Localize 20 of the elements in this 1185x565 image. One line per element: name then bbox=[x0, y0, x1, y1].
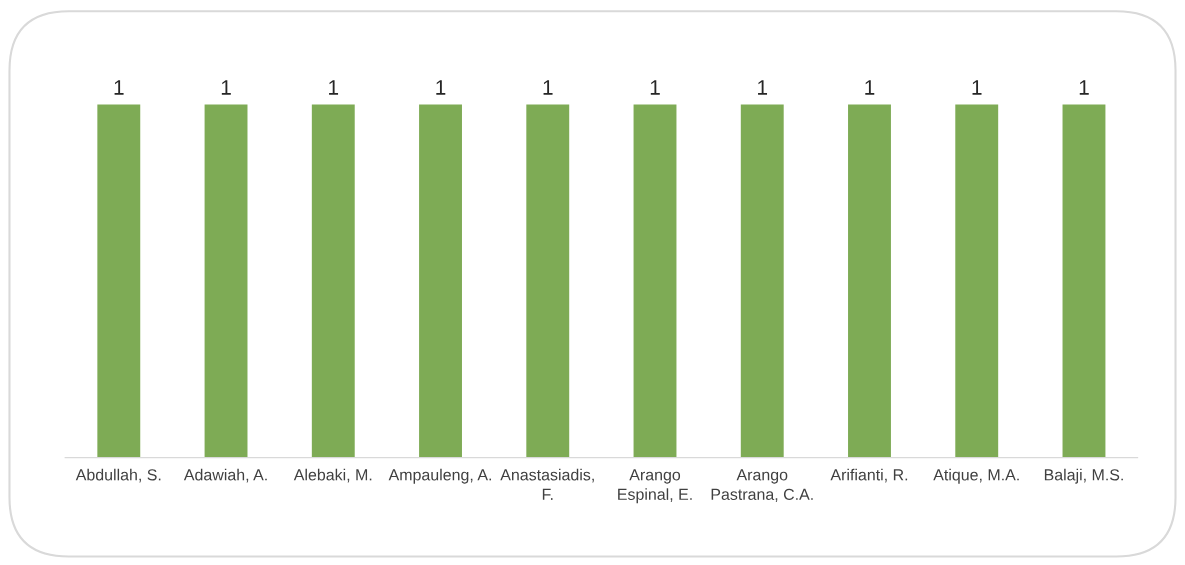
data-label: 1 bbox=[329, 80, 339, 95]
x-tick-label: Abdullah, S. bbox=[75, 468, 161, 483]
data-label: 1 bbox=[865, 80, 875, 95]
x-tick-label: Anastasiadis, F. bbox=[500, 468, 594, 500]
data-label: 1 bbox=[114, 80, 124, 95]
x-tick-label: Balaji, M.S. bbox=[1044, 468, 1123, 484]
x-tick-label: Alebaki, M. bbox=[293, 468, 372, 483]
data-label: 1 bbox=[758, 80, 768, 95]
x-tick-label: Arango Espinal, E. bbox=[618, 469, 692, 504]
data-label: 1 bbox=[1079, 80, 1089, 95]
x-tick-label: Atique, M.A. bbox=[933, 468, 1019, 484]
x-tick-label: Arango Pastrana, C.A. bbox=[711, 469, 813, 502]
data-label: 1 bbox=[436, 80, 446, 95]
data-label: 1 bbox=[543, 80, 553, 95]
x-tick-label: Adawiah, A. bbox=[183, 468, 267, 483]
x-tick-label: Ampauleng, A. bbox=[388, 468, 492, 484]
data-label: 1 bbox=[221, 80, 231, 95]
x-tick-label: Arifianti, R. bbox=[830, 468, 908, 483]
data-label: 1 bbox=[650, 80, 660, 95]
data-label: 1 bbox=[972, 80, 982, 95]
